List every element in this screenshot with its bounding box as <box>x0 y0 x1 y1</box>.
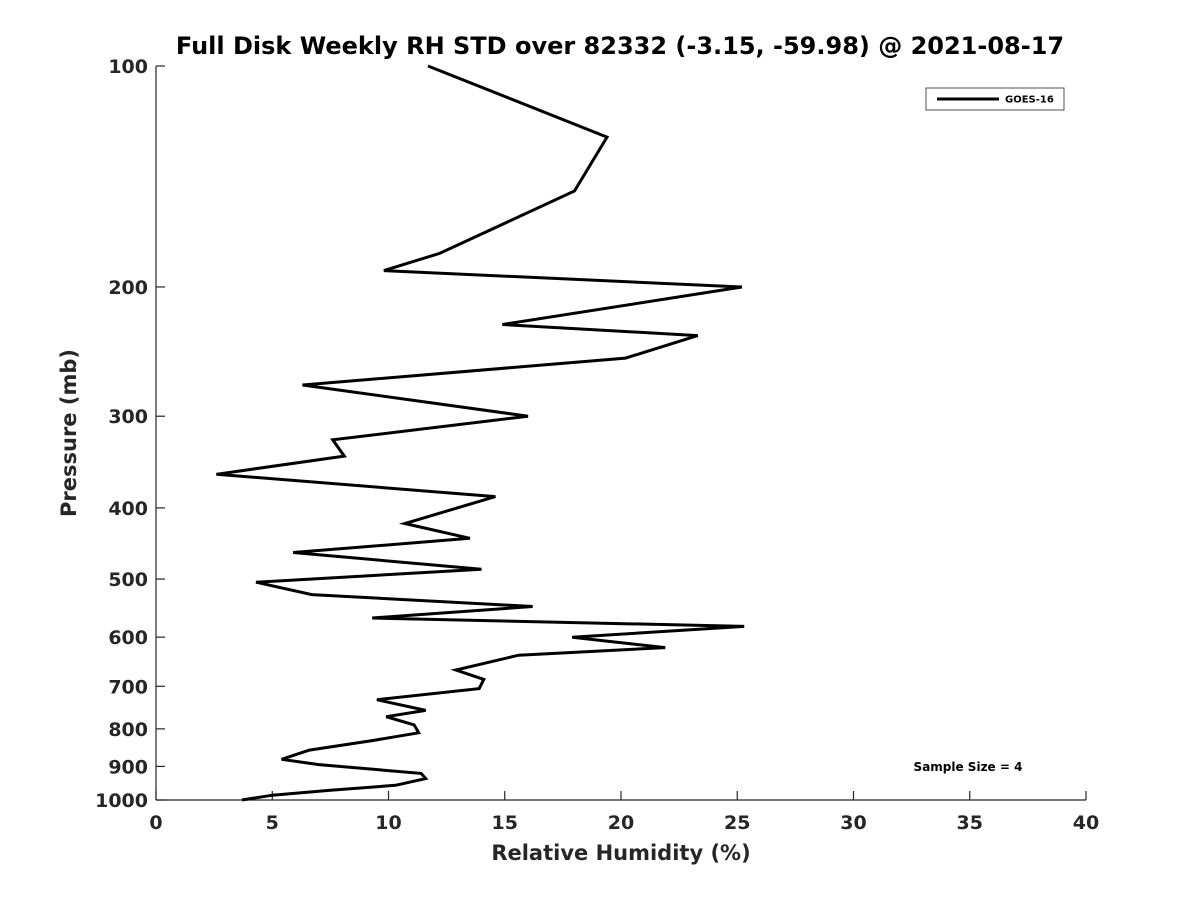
sample-size-annotation: Sample Size = 4 <box>914 760 1023 774</box>
x-tick-label: 25 <box>724 812 750 834</box>
y-tick-label: 300 <box>108 406 148 428</box>
x-tick-label: 20 <box>608 812 634 834</box>
y-tick-label: 600 <box>108 627 148 649</box>
y-tick-label: 100 <box>108 56 148 78</box>
legend: GOES-16 <box>925 87 1065 111</box>
series-layer <box>216 64 745 802</box>
x-tick-label: 35 <box>957 812 983 834</box>
x-tick-label: 5 <box>266 812 279 834</box>
legend-label-goes-16: GOES-16 <box>1005 95 1054 106</box>
x-axis-label: Relative Humidity (%) <box>491 841 750 865</box>
x-tick-label: 40 <box>1073 812 1099 834</box>
series-line-goes-16 <box>216 64 745 802</box>
y-tick-label: 200 <box>108 277 148 299</box>
x-tick-label: 0 <box>149 812 162 834</box>
x-axis-ticks: 0 5 10 15 20 25 30 35 40 <box>149 791 1099 834</box>
y-axis-ticks: 100 200 300 400 500 600 700 800 900 1000 <box>95 56 165 812</box>
y-tick-label: 700 <box>108 676 148 698</box>
y-tick-label: 400 <box>108 498 148 520</box>
y-tick-label: 500 <box>108 569 148 591</box>
x-tick-label: 10 <box>375 812 401 834</box>
chart-title: Full Disk Weekly RH STD over 82332 (-3.1… <box>176 32 1064 60</box>
y-tick-label: 900 <box>108 756 148 778</box>
y-axis-label: Pressure (mb) <box>57 349 81 517</box>
plot-area <box>155 66 1086 801</box>
x-tick-label: 15 <box>492 812 518 834</box>
x-tick-label: 30 <box>840 812 866 834</box>
y-tick-label: 800 <box>108 719 148 741</box>
y-tick-label: 1000 <box>95 790 148 812</box>
